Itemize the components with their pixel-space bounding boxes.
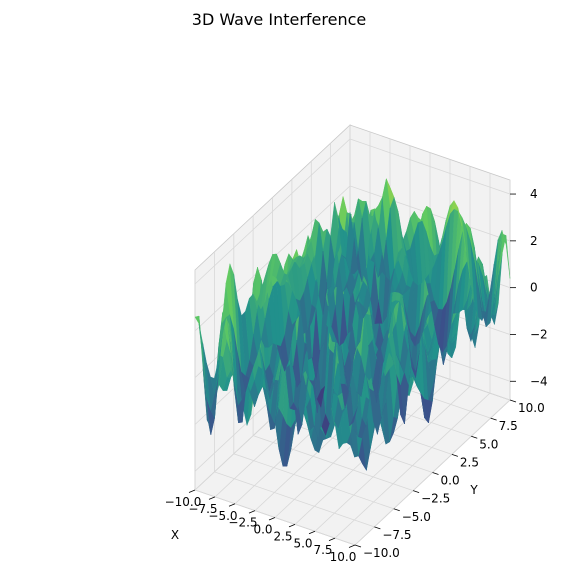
y-tick-label: −10.0 [363, 546, 400, 560]
chart-title: 3D Wave Interference [192, 10, 366, 29]
x-tick-mark [289, 524, 295, 527]
x-tick-mark [349, 545, 355, 548]
x-tick-mark [329, 538, 335, 541]
y-tick-label: −5.0 [402, 510, 431, 524]
x-tick-mark [309, 531, 315, 534]
y-tick-label: 2.5 [460, 455, 479, 469]
z-tick-label: 0 [530, 281, 538, 295]
y-tick-label: 0.0 [441, 474, 460, 488]
z-tick-label: −2 [530, 327, 548, 341]
x-tick-mark [229, 504, 235, 507]
y-tick-label: −7.5 [382, 528, 411, 542]
y-tick-mark [413, 491, 419, 493]
y-tick-mark [355, 545, 361, 547]
x-axis-label: X [171, 528, 179, 542]
x-tick-label: 5.0 [293, 536, 312, 550]
y-tick-mark [374, 527, 380, 529]
y-tick-mark [394, 509, 400, 511]
y-tick-mark [433, 473, 439, 475]
y-tick-mark [491, 418, 497, 420]
x-tick-label: 2.5 [273, 529, 292, 543]
z-tick-label: −4 [530, 374, 548, 388]
z-tick-label: 4 [530, 187, 538, 201]
y-tick-label: 10.0 [518, 401, 545, 415]
y-tick-label: −2.5 [421, 492, 450, 506]
y-tick-label: 5.0 [479, 437, 498, 451]
y-tick-mark [452, 454, 458, 456]
z-tick-label: 2 [530, 234, 538, 248]
x-tick-mark [189, 490, 195, 493]
y-tick-label: 7.5 [499, 419, 518, 433]
x-tick-mark [249, 511, 255, 514]
x-tick-label: 0.0 [253, 523, 272, 537]
y-tick-mark [510, 400, 516, 402]
x-tick-mark [209, 497, 215, 500]
x-tick-label: 10.0 [330, 550, 357, 564]
x-tick-mark [269, 518, 275, 521]
y-tick-mark [471, 436, 477, 438]
y-axis-label: Y [469, 483, 478, 497]
